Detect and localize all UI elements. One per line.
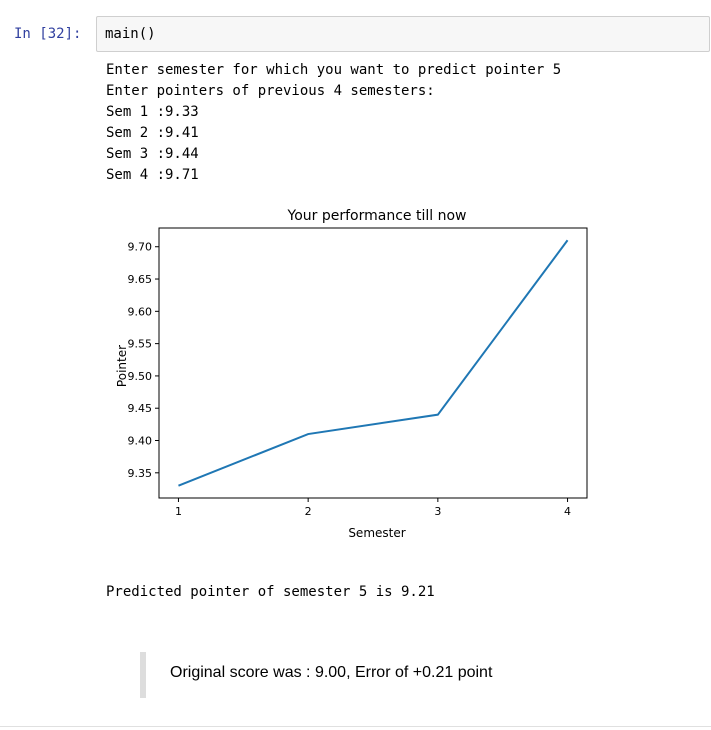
cell-output: Enter semester for which you want to pre… xyxy=(106,60,561,186)
prediction-output: Predicted pointer of semester 5 is 9.21 xyxy=(106,584,435,600)
y-tick-label: 9.35 xyxy=(128,467,153,480)
y-tick-label: 9.70 xyxy=(128,241,153,254)
chart-axes-frame xyxy=(158,227,588,499)
y-tick-label: 9.50 xyxy=(128,370,153,383)
performance-chart: Your performance till now 9.35 9.40 9.45 9.… xyxy=(100,198,600,552)
x-axis-label: Semester xyxy=(348,526,405,540)
chart-title: Your performance till now xyxy=(287,208,467,224)
series-line xyxy=(178,239,569,487)
cell-divider xyxy=(0,726,711,727)
error-note: Original score was : 9.00, Error of +0.2… xyxy=(170,664,493,681)
y-tick-label: 9.60 xyxy=(128,305,153,318)
chart-svg: Your performance till now 9.359.409.459.… xyxy=(115,208,588,540)
x-tick-label: 1 xyxy=(175,505,182,518)
y-tick-label: 9.55 xyxy=(128,338,153,351)
y-tick-label: 9.45 xyxy=(128,402,153,415)
y-tick-label: 9.65 xyxy=(128,273,153,286)
output-line: Enter semester for which you want to pre… xyxy=(106,62,562,78)
x-tick-label: 4 xyxy=(564,505,571,518)
code-input-area[interactable]: main() xyxy=(96,16,710,52)
y-axis-label: Pointer xyxy=(115,345,129,387)
cell-prompt: In [32]: xyxy=(14,26,82,42)
output-line: Enter pointers of previous 4 semesters: xyxy=(106,83,435,99)
code-text[interactable]: main() xyxy=(105,26,156,42)
output-line: Sem 3 :9.44 xyxy=(106,146,199,162)
x-axis-ticks: 1 2 3 4 xyxy=(175,498,571,518)
y-axis-ticks: 9.35 9.40 9.45 9.50 9.55 9.60 9.65 9.70 xyxy=(128,241,159,480)
x-tick-label: 2 xyxy=(305,505,312,518)
markdown-blockquote: Original score was : 9.00, Error of +0.2… xyxy=(140,652,560,698)
x-tick-label: 3 xyxy=(434,505,441,518)
output-line: Sem 1 :9.33 xyxy=(106,104,199,120)
y-tick-label: 9.40 xyxy=(128,435,153,448)
output-line: Sem 4 :9.71 xyxy=(106,167,199,183)
output-line: Sem 2 :9.41 xyxy=(106,125,199,141)
